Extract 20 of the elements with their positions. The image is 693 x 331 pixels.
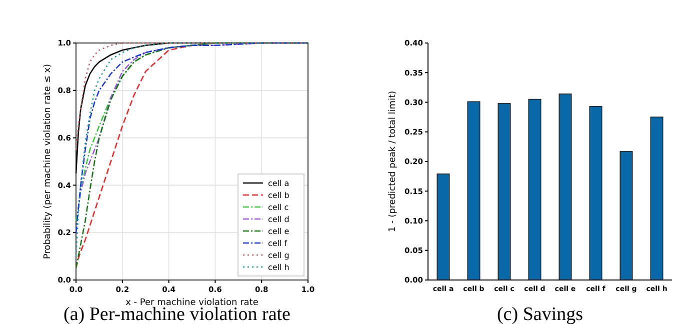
legend-label: cell e — [268, 226, 290, 236]
bar — [436, 174, 450, 280]
legend-label: cell h — [268, 262, 290, 272]
bar — [620, 151, 633, 280]
bar — [558, 94, 572, 280]
legend-label: cell d — [268, 214, 290, 224]
y-axis-title: Probability (per machine violation rate ≤ x) — [43, 64, 53, 260]
legend-label: cell c — [268, 202, 289, 212]
legend-label: cell a — [268, 178, 290, 188]
legend-label: cell f — [268, 238, 288, 248]
legend-label: cell g — [268, 250, 290, 260]
bar — [528, 98, 542, 280]
bar — [650, 116, 664, 280]
y-axis-title: 1 - (predicted peak / total limit) — [388, 90, 398, 232]
bar — [498, 103, 511, 280]
bar — [589, 106, 602, 280]
bar — [467, 101, 480, 280]
text: (c) Savings — [496, 304, 584, 325]
line-series — [75, 42, 309, 150]
legend-label: cell b — [268, 190, 290, 200]
